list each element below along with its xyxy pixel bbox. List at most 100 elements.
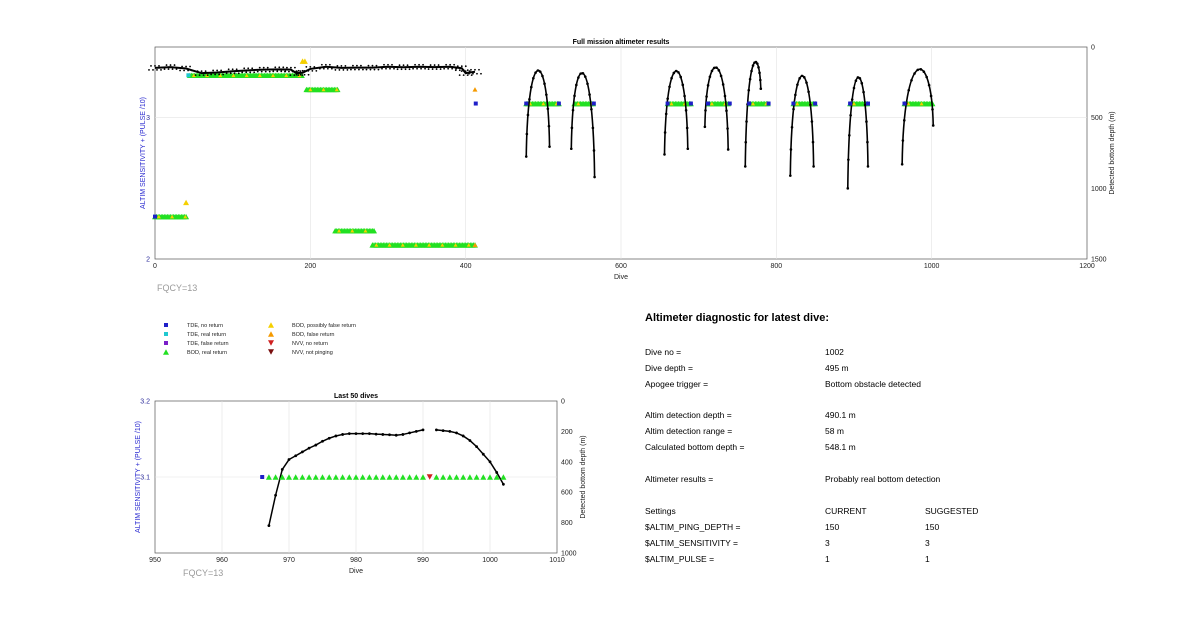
- bottom-depth-point: [361, 432, 365, 436]
- top-depth-point: [251, 67, 254, 70]
- top-tde-no-return-marker: [813, 101, 818, 106]
- top-depth-point: [389, 67, 391, 70]
- top-bod-possibly-false-marker: [387, 243, 392, 247]
- bottom-x-tick-label: 1000: [482, 557, 498, 564]
- bottom-bod-real-marker: [460, 474, 467, 480]
- top-dive-profile-point: [721, 83, 725, 86]
- top-dive-profile-point: [858, 77, 862, 80]
- top-depth-point: [342, 69, 345, 71]
- bottom-depth-point: [441, 429, 445, 433]
- top-depth-point: [175, 68, 178, 70]
- diagnostic-title: Altimeter diagnostic for latest dive:: [645, 312, 829, 324]
- top-dive-profile-point: [756, 62, 759, 65]
- top-tde-no-return-marker: [848, 101, 853, 106]
- bottom-depth-point: [435, 428, 438, 432]
- bottom-bod-real-marker: [420, 474, 426, 480]
- legend-marker: [268, 340, 274, 346]
- bottom-bod-real-marker: [487, 474, 493, 480]
- top-dive-profile-point: [715, 66, 718, 69]
- top-depth-point: [150, 65, 152, 67]
- top-depth-point: [326, 67, 329, 70]
- top-bod-possibly-false-marker: [183, 214, 188, 219]
- top-depth-point: [336, 65, 339, 67]
- top-right-tick-label: 1000: [1091, 186, 1107, 193]
- top-dive-profile-point: [800, 74, 804, 78]
- top-depth-point: [427, 68, 430, 70]
- top-dive-profile-point: [751, 64, 755, 67]
- bottom-depth-point: [321, 439, 324, 443]
- top-depth-point: [218, 73, 221, 76]
- top-bod-possibly-false-marker: [301, 58, 308, 64]
- top-dive-profile-point: [538, 70, 542, 73]
- top-depth-point: [404, 68, 407, 71]
- top-dive-profile-point: [570, 126, 574, 130]
- top-bod-possibly-false-marker: [709, 101, 714, 106]
- top-depth-point: [360, 64, 362, 67]
- top-dive-profile-point: [591, 126, 595, 130]
- bottom-bod-real-marker: [286, 474, 292, 480]
- bottom-bod-real-marker: [312, 474, 319, 480]
- diagnostic-suggested: 1: [925, 554, 930, 564]
- top-tde-no-return-marker: [556, 101, 561, 106]
- top-depth-point: [433, 64, 436, 66]
- diagnostic-value: 548.1 m: [825, 442, 856, 452]
- top-dive-profile-point: [902, 119, 906, 122]
- top-depth-point: [307, 73, 310, 76]
- top-dive-profile-point: [524, 155, 528, 158]
- top-bod-possibly-false-marker: [308, 87, 313, 92]
- top-bod-possibly-false-marker: [440, 243, 445, 247]
- bottom-bod-real-marker: [379, 474, 386, 480]
- top-depth-point: [400, 68, 403, 71]
- top-depth-point: [282, 66, 285, 69]
- bottom-bod-real-marker: [399, 474, 406, 480]
- bottom-bod-real-marker: [466, 474, 473, 480]
- top-depth-point: [431, 68, 434, 70]
- bottom-bod-real-marker: [413, 474, 420, 480]
- top-dive-profile-point: [866, 165, 870, 168]
- top-dive-profile-point: [681, 83, 685, 87]
- top-bod-possibly-false-marker: [191, 73, 196, 78]
- top-bod-possibly-false-marker: [321, 87, 326, 92]
- top-dive-profile-point: [703, 125, 707, 129]
- top-depth-point: [369, 68, 372, 71]
- top-dive-profile-point: [685, 126, 689, 130]
- top-dive-profile-point: [745, 120, 748, 123]
- top-depth-point: [276, 70, 279, 73]
- top-dive-profile-point: [705, 95, 708, 98]
- top-dive-profile-point: [663, 131, 667, 134]
- legend-marker: [268, 331, 274, 337]
- diagnostic-label: $ALTIM_PING_DEPTH =: [645, 522, 741, 532]
- legend-marker: [268, 322, 274, 328]
- top-depth-point: [453, 63, 456, 66]
- top-depth-point: [278, 66, 281, 69]
- top-dive-profile-point: [726, 127, 729, 130]
- bottom-bod-real-marker: [359, 474, 366, 480]
- top-dive-profile-point: [592, 149, 596, 152]
- top-bod-real-marker: [371, 228, 378, 234]
- top-dive-profile-point: [744, 140, 748, 144]
- bottom-depth-point: [414, 430, 418, 433]
- bottom-depth-point: [381, 433, 385, 436]
- bottom-depth-point: [341, 433, 344, 436]
- top-depth-point: [233, 72, 236, 75]
- top-dive-profile-point: [548, 145, 551, 148]
- legend-marker: [164, 332, 168, 336]
- top-dive-profile-point: [927, 83, 931, 87]
- bottom-depth-point: [461, 434, 465, 438]
- top-band: [332, 228, 378, 234]
- top-x-axis-label: Dive: [614, 274, 628, 281]
- top-depth-point: [462, 69, 465, 72]
- top-depth-point: [225, 72, 228, 75]
- top-depth-point: [371, 64, 374, 67]
- top-depth-point: [340, 65, 343, 67]
- top-depth-point: [305, 69, 308, 72]
- top-depth-point: [156, 69, 158, 71]
- bottom-left-tick-label: 3.2: [140, 399, 150, 406]
- top-depth-point: [373, 68, 376, 71]
- bottom-x-tick-label: 960: [216, 557, 228, 564]
- bottom-bod-real-marker: [440, 474, 447, 480]
- top-fqcy-annotation: FQCY=13: [157, 283, 197, 293]
- bottom-bod-real-marker: [373, 474, 380, 480]
- bottom-x-tick-label: 950: [149, 557, 161, 564]
- top-depth-point: [253, 71, 256, 74]
